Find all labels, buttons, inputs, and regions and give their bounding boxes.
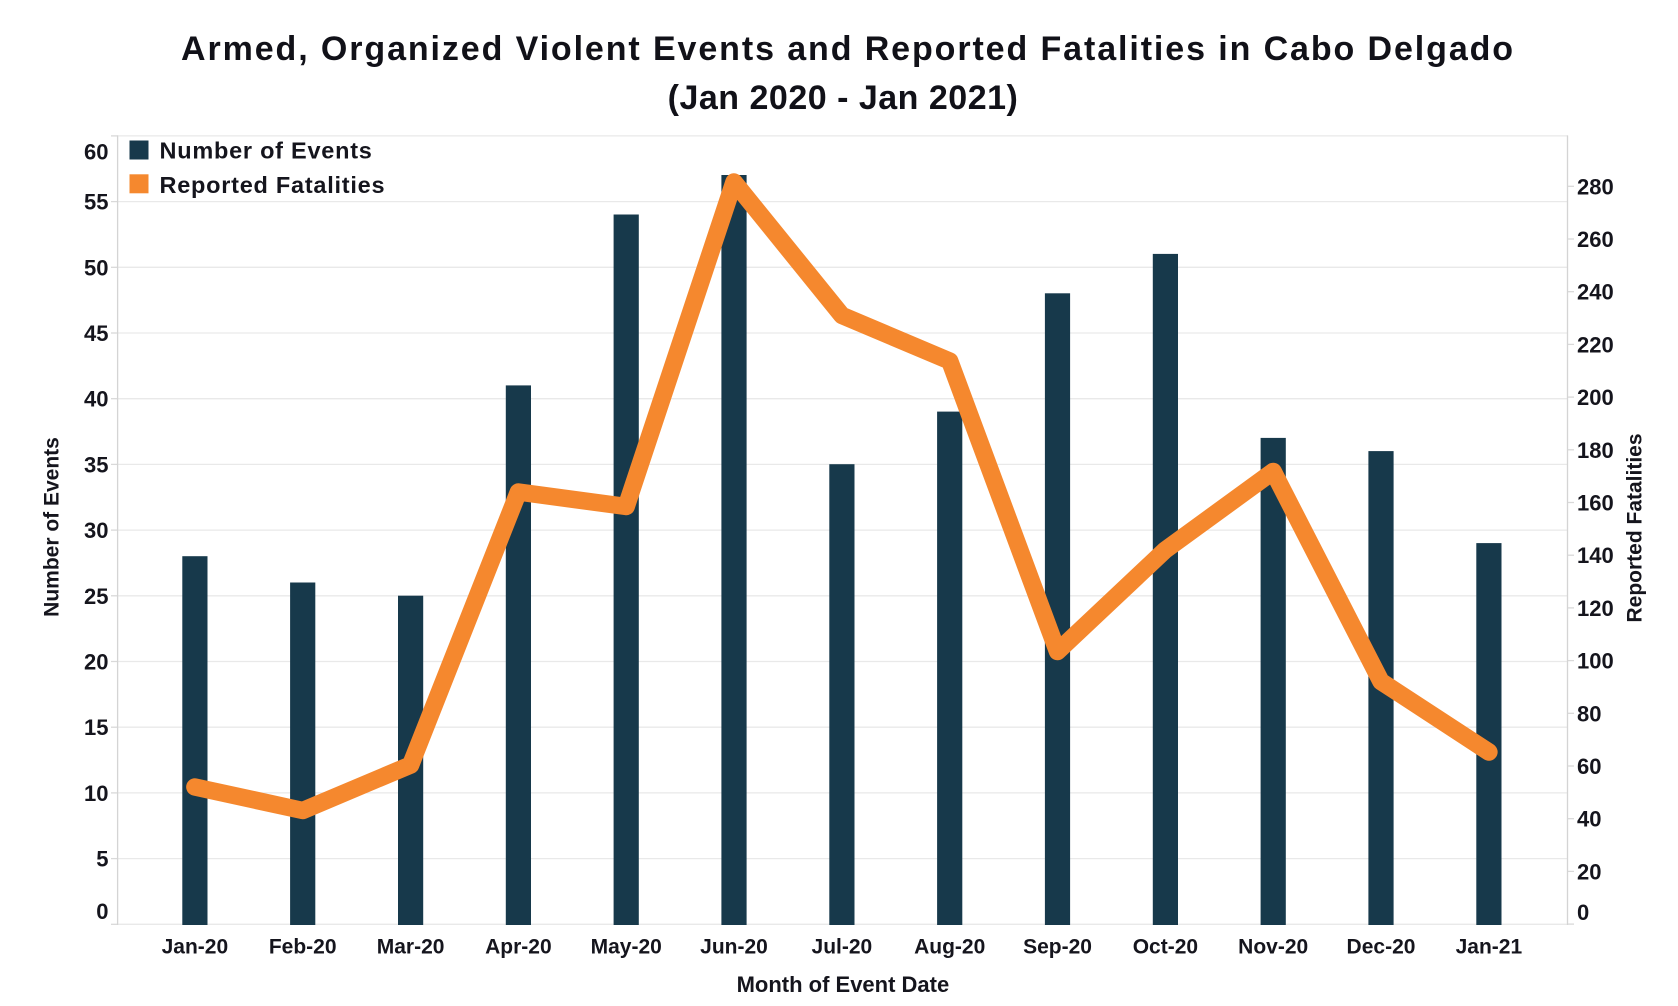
svg-text:180: 180 — [1577, 438, 1614, 463]
svg-text:45: 45 — [84, 321, 108, 346]
svg-text:Apr-20: Apr-20 — [485, 936, 552, 959]
svg-text:120: 120 — [1577, 596, 1614, 621]
svg-text:Feb-20: Feb-20 — [269, 936, 337, 959]
svg-text:Dec-20: Dec-20 — [1347, 936, 1416, 959]
svg-text:0: 0 — [1577, 900, 1589, 925]
svg-text:Month of Event Date: Month of Event Date — [737, 972, 950, 997]
svg-text:60: 60 — [84, 139, 108, 164]
svg-text:40: 40 — [84, 387, 108, 412]
svg-text:Armed, Organized Violent Event: Armed, Organized Violent Events and Repo… — [181, 30, 1515, 68]
svg-text:50: 50 — [84, 255, 108, 280]
svg-text:5: 5 — [96, 847, 108, 872]
svg-text:220: 220 — [1577, 332, 1614, 357]
svg-text:Reported Fatalities: Reported Fatalities — [160, 172, 386, 198]
svg-text:May-20: May-20 — [591, 936, 662, 959]
svg-text:10: 10 — [84, 781, 108, 806]
svg-text:Nov-20: Nov-20 — [1238, 936, 1308, 959]
svg-text:Number of Events: Number of Events — [160, 138, 373, 164]
svg-text:80: 80 — [1577, 701, 1601, 726]
svg-text:55: 55 — [84, 190, 108, 215]
svg-text:40: 40 — [1577, 807, 1601, 832]
svg-text:240: 240 — [1577, 280, 1614, 305]
svg-text:60: 60 — [1577, 754, 1601, 779]
svg-text:Jun-20: Jun-20 — [700, 936, 768, 959]
svg-text:Mar-20: Mar-20 — [377, 936, 445, 959]
svg-text:15: 15 — [84, 715, 108, 740]
svg-text:Jul-20: Jul-20 — [812, 936, 873, 959]
svg-text:Jan-20: Jan-20 — [162, 936, 229, 959]
svg-text:Aug-20: Aug-20 — [914, 936, 985, 959]
svg-text:30: 30 — [84, 518, 108, 543]
svg-text:Oct-20: Oct-20 — [1133, 936, 1198, 959]
svg-text:20: 20 — [84, 650, 108, 675]
svg-text:280: 280 — [1577, 174, 1614, 199]
svg-text:100: 100 — [1577, 649, 1614, 674]
svg-text:160: 160 — [1577, 491, 1614, 516]
svg-text:Reported Fatalities: Reported Fatalities — [1624, 433, 1647, 622]
svg-text:35: 35 — [84, 452, 108, 477]
svg-text:140: 140 — [1577, 543, 1614, 568]
svg-text:Number of Events: Number of Events — [41, 437, 64, 617]
svg-text:(Jan 2020 - Jan 2021): (Jan 2020 - Jan 2021) — [668, 79, 1019, 117]
svg-text:Sep-20: Sep-20 — [1023, 936, 1092, 959]
svg-text:20: 20 — [1577, 859, 1601, 884]
svg-text:Jan-21: Jan-21 — [1456, 936, 1523, 959]
svg-text:0: 0 — [96, 899, 108, 924]
svg-text:260: 260 — [1577, 227, 1614, 252]
svg-text:200: 200 — [1577, 385, 1614, 410]
svg-text:25: 25 — [84, 584, 108, 609]
